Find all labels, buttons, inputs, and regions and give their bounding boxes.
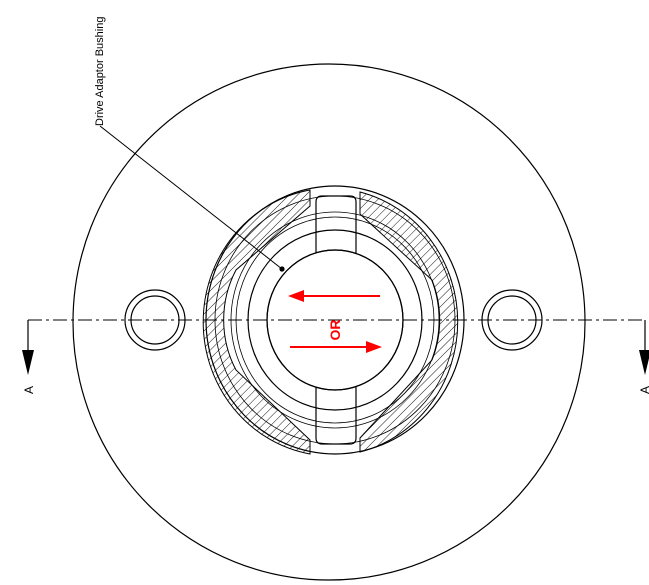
section-label-right: A bbox=[638, 386, 649, 394]
callout-label: Drive Adaptor Bushing bbox=[94, 17, 106, 126]
section-label-left: A bbox=[22, 386, 36, 394]
section-line-a-a bbox=[22, 319, 649, 375]
rotation-arrows bbox=[288, 290, 382, 353]
callout-leader bbox=[99, 125, 285, 272]
bushing-hatched-section bbox=[202, 189, 459, 455]
drive-key-bottom bbox=[315, 387, 357, 445]
center-mark-label: OR bbox=[327, 320, 343, 341]
drive-key-top bbox=[315, 195, 357, 253]
outer-flange-circle bbox=[72, 63, 586, 581]
